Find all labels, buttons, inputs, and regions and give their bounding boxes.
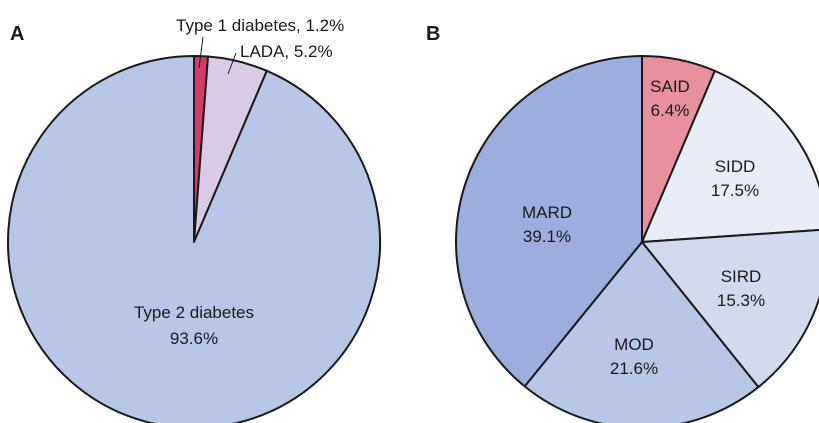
panel-b: B SAID 6.4% SIDD 17.5% SIRD 15.3% MOD 21… bbox=[426, 23, 819, 423]
slice-percent-sidd: 17.5% bbox=[711, 181, 759, 200]
slice-label-lada: LADA, 5.2% bbox=[240, 42, 333, 61]
pie-a-slices bbox=[7, 55, 381, 423]
slice-label-sidd: SIDD bbox=[715, 157, 756, 176]
slice-percent-sird: 15.3% bbox=[717, 291, 765, 310]
callout-line-lada bbox=[227, 52, 237, 75]
pie-b-slice-mard bbox=[455, 55, 643, 388]
slice-percent-mod: 21.6% bbox=[610, 359, 658, 378]
slice-percent-type2: 93.6% bbox=[170, 329, 218, 348]
slice-percent-mard: 39.1% bbox=[523, 227, 571, 246]
panel-a: A Type 1 diabetes, 1.2% LADA, 5.2% Type … bbox=[7, 16, 381, 423]
callout-line-type1 bbox=[198, 36, 204, 69]
pie-a-slice-type-2-diabetes bbox=[7, 55, 381, 423]
slice-label-mard: MARD bbox=[522, 203, 572, 222]
slice-label-type2: Type 2 diabetes bbox=[134, 303, 254, 322]
slice-label-mod: MOD bbox=[614, 335, 654, 354]
slice-label-said: SAID bbox=[650, 77, 690, 96]
slice-percent-said: 6.4% bbox=[651, 101, 690, 120]
pie-b-slices bbox=[455, 55, 819, 423]
slice-label-sird: SIRD bbox=[721, 267, 762, 286]
pie-b-slice-sidd bbox=[641, 69, 819, 243]
panel-b-label: B bbox=[426, 23, 440, 45]
panel-a-label: A bbox=[10, 23, 24, 45]
pie-b-slice-mod bbox=[523, 241, 760, 423]
pie-b-slice-sird bbox=[641, 229, 819, 389]
slice-label-type1: Type 1 diabetes, 1.2% bbox=[176, 16, 344, 35]
